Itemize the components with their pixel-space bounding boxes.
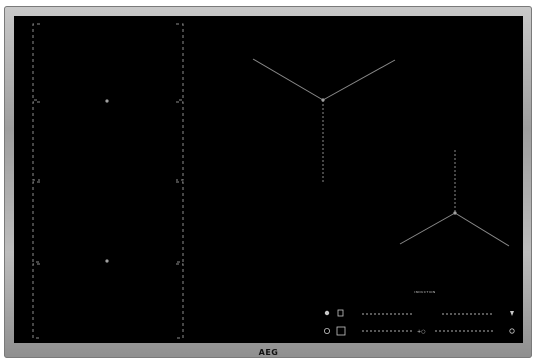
zone-center-dot-lower <box>105 259 109 263</box>
flex-zone-center-bottom <box>453 211 457 215</box>
brand-logo: AEG <box>258 348 279 357</box>
zone-outline-upper-middle <box>32 101 184 181</box>
bridge-button-icon <box>336 326 346 336</box>
lock-button-icon <box>337 309 344 317</box>
zone-outline-lower-middle <box>32 181 184 263</box>
glass-cooktop-surface <box>14 16 523 343</box>
minus-plus-icon: +○ <box>417 329 426 335</box>
control-panel[interactable]: +○ <box>323 309 515 336</box>
flex-zone-center-top <box>321 98 325 102</box>
power-button-icon <box>324 310 330 316</box>
flex-zone-top-right <box>252 58 396 183</box>
zone-outline-bottom <box>32 263 184 339</box>
left-bridge-zones <box>32 23 184 339</box>
zone-center-dot-upper <box>105 99 109 103</box>
zone-outline-top <box>32 23 184 101</box>
timer-button-icon <box>323 327 330 334</box>
induction-label: INDUCTION <box>414 290 436 294</box>
pause-icon <box>510 311 514 316</box>
flex-zone-bottom-right <box>399 150 510 247</box>
hob2hood-icon <box>509 328 515 334</box>
